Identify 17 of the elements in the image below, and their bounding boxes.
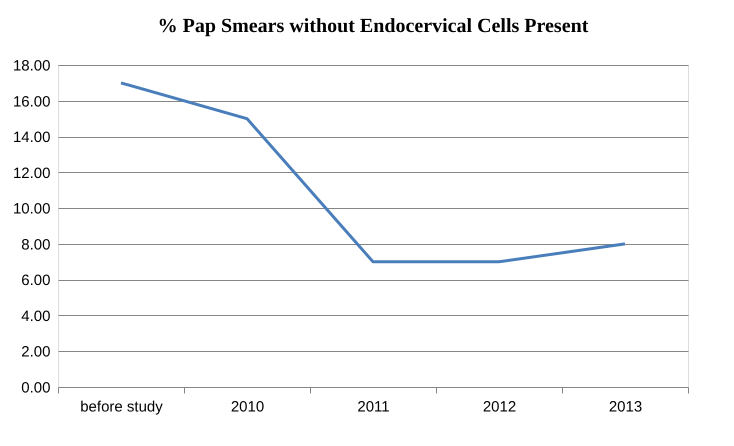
y-tick-label: 8.00 — [21, 236, 50, 254]
y-tick-label: 14.00 — [12, 129, 50, 146]
x-tick-label: 2012 — [482, 398, 516, 416]
y-tick-label: 4.00 — [21, 308, 50, 325]
x-tick-label: 2011 — [357, 398, 390, 416]
x-tick-label: 2010 — [230, 398, 264, 416]
chart-title: % Pap Smears without Endocervical Cells Present — [158, 15, 589, 37]
line-series — [120, 81, 626, 264]
y-tick-label: 0.00 — [21, 380, 50, 396]
y-tick-label: 6.00 — [21, 272, 50, 290]
x-tick-label: 2013 — [608, 398, 642, 416]
y-tick-label: 12.00 — [12, 164, 50, 182]
y-tick-label: 18.00 — [12, 58, 50, 74]
y-tick-label: 16.00 — [12, 93, 50, 110]
y-tick-label: 2.00 — [21, 344, 50, 361]
y-tick-label: 10.00 — [12, 200, 50, 218]
x-tick-label: before study — [80, 398, 164, 416]
